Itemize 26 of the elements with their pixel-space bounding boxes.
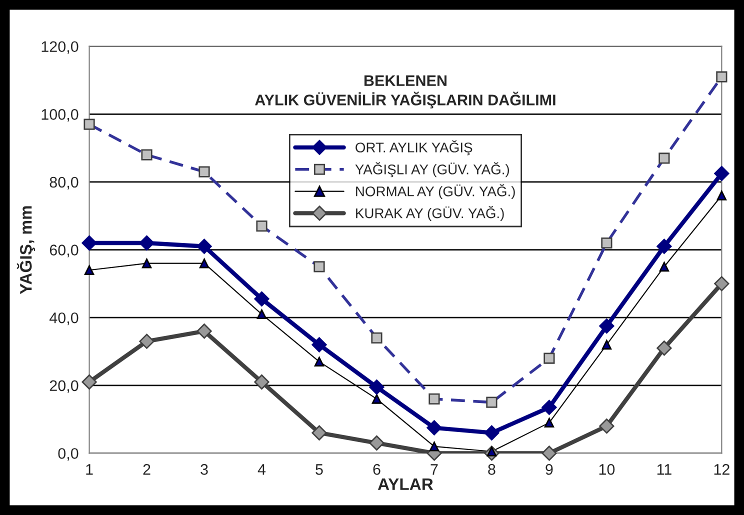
y-tick-label: 120,0 xyxy=(42,41,78,54)
x-tick-label: 10 xyxy=(599,464,615,475)
x-tick-label: 7 xyxy=(430,464,438,475)
y-tick-label: 80,0 xyxy=(50,176,78,190)
x-tick-label: 6 xyxy=(373,464,380,475)
legend-label: KURAK AY (GÜV. YAĞ.) xyxy=(356,206,504,221)
x-tick-label: 8 xyxy=(488,464,496,475)
legend-label: NORMAL AY (GÜV. YAĞ.) xyxy=(356,184,515,200)
y-tick-label: 40,0 xyxy=(49,312,78,326)
x-tick-label: 12 xyxy=(714,464,730,475)
x-tick-label: 5 xyxy=(316,464,323,475)
y-tick-label: 100,0 xyxy=(42,109,78,122)
text: BEKLENEN AYLIK GÜVENİLİR YAĞIŞLARIN DAĞILIMI xyxy=(255,75,556,108)
x-tick-label: 1 xyxy=(86,464,93,475)
x-axis-title: AYLAR xyxy=(378,478,434,490)
y-axis-title: YAĞIŞ, mm xyxy=(16,206,36,294)
legend-label: ORT. AYLIK YAĞIŞ xyxy=(356,140,472,156)
x-tick-label: 9 xyxy=(546,464,553,475)
legend-label: YAĞIŞLI AY (GÜV. YAĞ.) xyxy=(355,162,510,178)
x-tick-label: 2 xyxy=(143,464,150,475)
y-tick-label: 0,0 xyxy=(58,448,78,461)
x-tick-label: 11 xyxy=(657,464,672,475)
y-tick-label: 20,0 xyxy=(50,380,78,393)
x-tick-label: 3 xyxy=(200,464,208,475)
x-tick-label: 4 xyxy=(258,464,266,475)
y-tick-label: 60,0 xyxy=(50,244,78,258)
